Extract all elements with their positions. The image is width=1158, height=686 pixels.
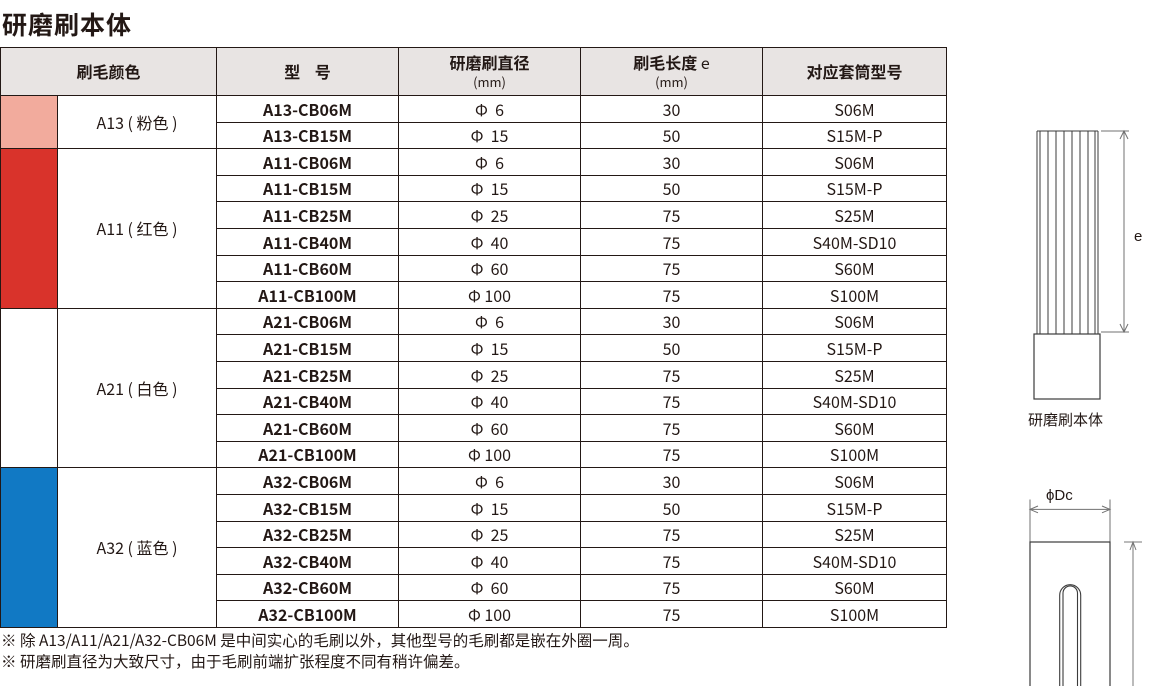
svg-text:ϕDc: ϕDc	[1046, 487, 1073, 504]
svg-text:e: e	[1134, 228, 1142, 245]
svg-text:研磨刷本体: 研磨刷本体	[1028, 409, 1103, 430]
